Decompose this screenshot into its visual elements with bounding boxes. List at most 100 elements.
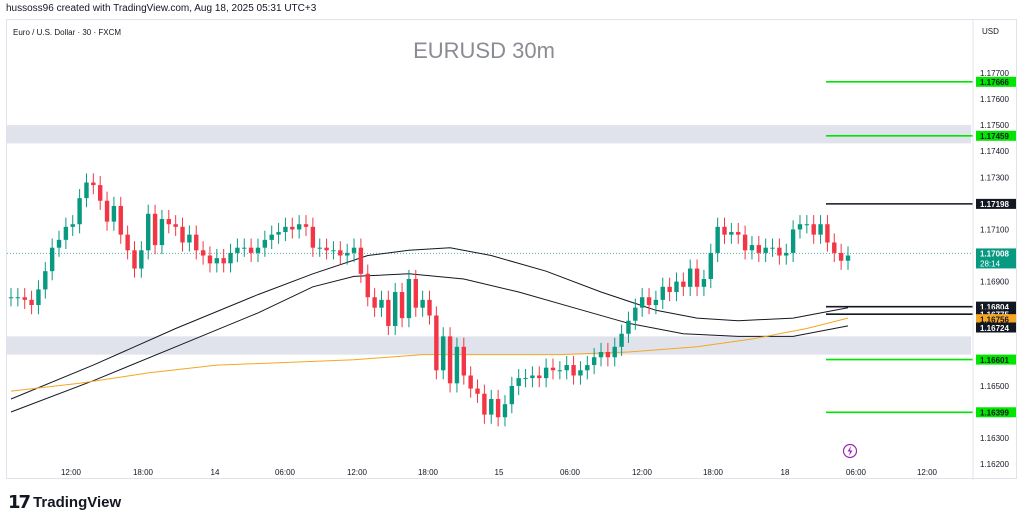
candle-body (200, 250, 206, 256)
candle-body (509, 385, 515, 405)
candle-body (653, 299, 659, 306)
candle-body (537, 375, 542, 379)
candle-body (242, 247, 247, 249)
candle-body (784, 252, 789, 256)
candle-body (715, 226, 720, 253)
candle-body (310, 226, 316, 248)
candle-body (303, 224, 309, 227)
x-tick-label: 12:00 (632, 468, 653, 477)
candle-body (763, 247, 768, 253)
x-tick-label: 18:00 (418, 468, 439, 477)
candle-body (832, 242, 837, 253)
candle-body (49, 247, 55, 272)
candle-body (331, 250, 336, 252)
candle-body (125, 234, 130, 251)
ma-upper-line (10, 247, 849, 400)
candle-body (790, 229, 796, 253)
candle-body (749, 245, 755, 251)
candle-body (379, 299, 384, 308)
candle-body (660, 286, 665, 300)
x-tick-label: 12:00 (347, 468, 368, 477)
x-tick-label: 06:00 (560, 468, 581, 477)
candle-body (729, 232, 734, 235)
candle-body (29, 299, 34, 306)
x-tick-label: 18 (781, 468, 790, 477)
chart-title: EURUSD 30m (413, 38, 555, 63)
candle-body (489, 398, 494, 415)
candle-body (804, 224, 810, 226)
level-tag-1: 1.17459 (980, 132, 1009, 141)
candle-body (818, 224, 823, 235)
candle-body (736, 232, 741, 235)
price-chart[interactable]: Euro / U.S. Dollar · 30 · FXCM EURUSD 30m… (7, 20, 1018, 480)
candle-body (324, 247, 329, 251)
candle-body (187, 234, 192, 243)
candle-body (317, 247, 322, 249)
candle-body (557, 370, 563, 372)
candle-body (708, 252, 713, 279)
candle-body (667, 286, 672, 293)
symbol-label: Euro / U.S. Dollar · 30 · FXCM (13, 28, 121, 37)
chart-credit: hussoss96 created with TradingView.com, … (6, 3, 317, 14)
candle-body (681, 281, 686, 287)
candle-body (591, 357, 597, 366)
tradingview-logo[interactable]: 17 TradingView (8, 492, 121, 513)
price-tag-1: 1.16724 (980, 324, 1009, 333)
candle-body (15, 297, 21, 299)
candle-body (598, 352, 604, 358)
candle-body (214, 258, 220, 264)
candle-body (701, 278, 707, 287)
price-tag-0-bg (976, 314, 1016, 325)
candle-body (159, 219, 165, 246)
y-tick-label: 1.17400 (980, 147, 1009, 156)
candle-body (276, 232, 281, 235)
last-price-label: 1.17008 (980, 250, 1009, 259)
x-tick-label: 06:00 (846, 468, 867, 477)
candle-body (770, 247, 775, 249)
candle-body (742, 234, 748, 251)
candle-body (392, 292, 398, 326)
candle-body (8, 297, 14, 299)
chart-frame[interactable]: Euro / U.S. Dollar · 30 · FXCM EURUSD 30m… (6, 19, 1018, 480)
candle-body (358, 247, 364, 274)
candle-body (283, 226, 288, 233)
candle-body (550, 367, 556, 371)
candle-body (633, 307, 638, 321)
candle-body (825, 224, 830, 243)
candle-body (688, 268, 693, 287)
price-tag-1-bg (976, 322, 1016, 333)
x-tick-label: 15 (495, 468, 504, 477)
candle-body (344, 252, 350, 256)
candle-body (612, 346, 617, 358)
x-tick-label: 18:00 (703, 468, 724, 477)
candle-body (118, 205, 123, 235)
candle-body (111, 205, 117, 222)
candle-body (495, 398, 501, 418)
candle-body (811, 224, 816, 235)
y-tick-label: 1.16300 (980, 434, 1009, 443)
candle-body (235, 247, 240, 253)
level-tag-0-bg (976, 76, 1016, 87)
candle-body (91, 182, 96, 186)
level-tag-6: 1.16399 (980, 409, 1009, 418)
candle-body (523, 378, 528, 380)
candle-body (441, 336, 446, 371)
candle-body (482, 393, 487, 415)
level-tag-3-bg (976, 301, 1016, 312)
candle-body (228, 252, 233, 264)
y-tick-label: 1.17300 (980, 173, 1009, 182)
candle-body (70, 224, 75, 227)
candle-body (63, 226, 69, 240)
candle-body (722, 226, 727, 235)
y-tick-label: 1.16200 (980, 460, 1009, 469)
countdown-label: 28:14 (980, 259, 1001, 268)
candle-body (543, 367, 549, 379)
x-tick-label: 12:00 (917, 468, 938, 477)
tradingview-logo-icon: 17 (8, 492, 31, 513)
lightning-icon[interactable] (842, 443, 858, 459)
candle-body (530, 375, 535, 379)
x-tick-label: 18:00 (133, 468, 154, 477)
y-tick-label: 1.17700 (980, 69, 1009, 78)
candle-body (756, 245, 762, 253)
brand-name: TradingView (33, 494, 122, 511)
